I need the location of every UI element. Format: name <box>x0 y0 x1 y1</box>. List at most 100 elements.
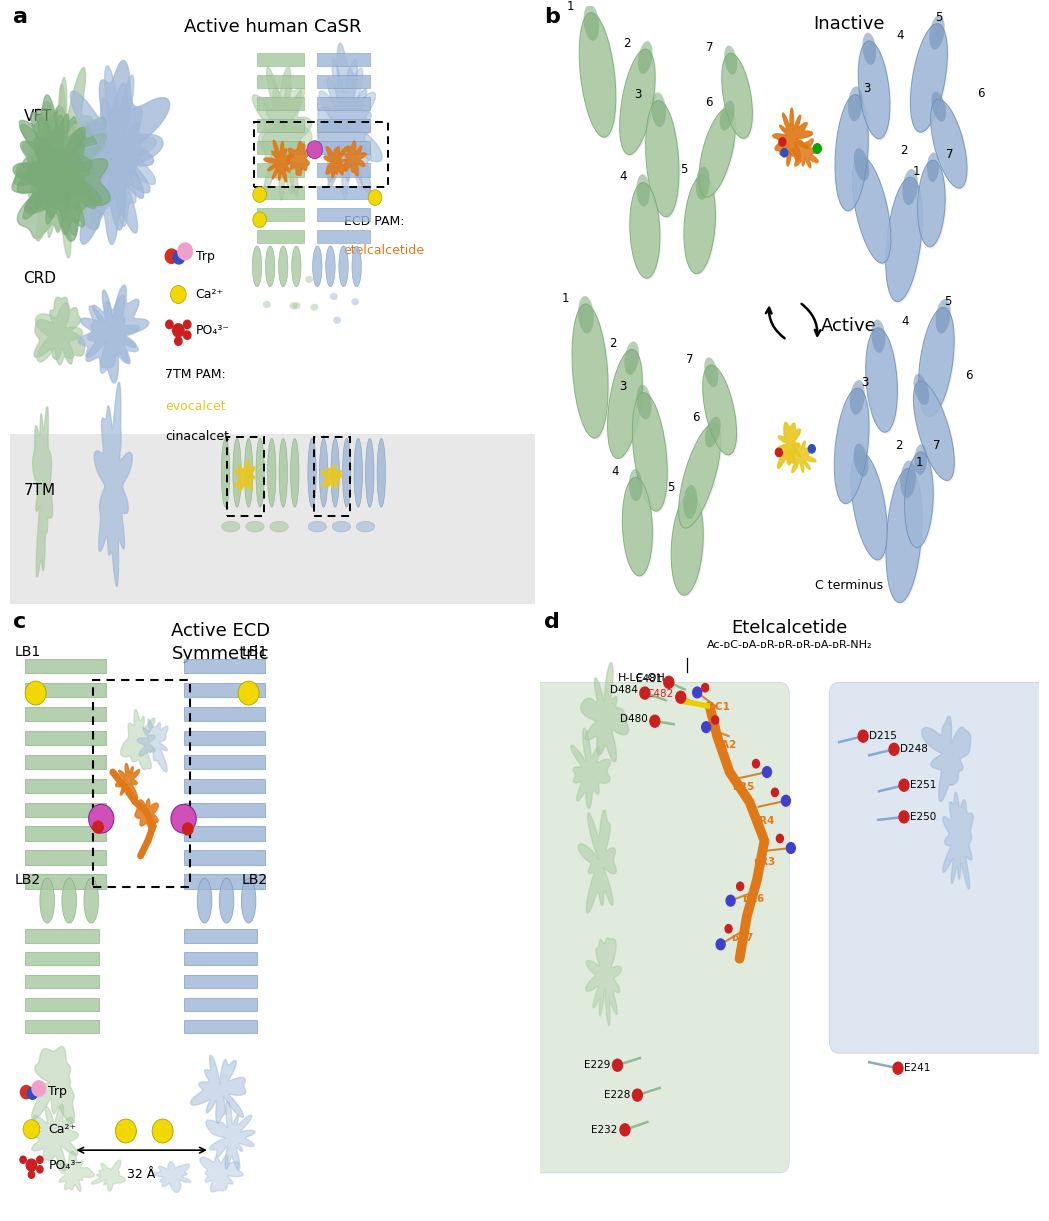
Text: 3: 3 <box>619 380 626 393</box>
Bar <box>317 230 369 243</box>
Text: 1: 1 <box>916 457 923 469</box>
Text: ᴅR3: ᴅR3 <box>753 857 775 867</box>
Ellipse shape <box>852 156 891 264</box>
Ellipse shape <box>912 26 949 134</box>
Text: 2: 2 <box>895 440 902 452</box>
Circle shape <box>780 149 788 156</box>
Ellipse shape <box>574 305 609 440</box>
Ellipse shape <box>290 303 298 309</box>
Bar <box>257 186 304 199</box>
Ellipse shape <box>351 245 361 287</box>
Polygon shape <box>787 441 816 473</box>
Polygon shape <box>775 422 800 469</box>
Circle shape <box>20 1156 26 1164</box>
Circle shape <box>184 331 191 339</box>
Bar <box>93 680 190 886</box>
Polygon shape <box>68 83 163 244</box>
Polygon shape <box>790 139 821 167</box>
Ellipse shape <box>836 96 870 212</box>
Bar <box>257 96 304 110</box>
Bar <box>25 952 99 966</box>
Bar <box>257 120 304 132</box>
Ellipse shape <box>885 177 922 302</box>
Circle shape <box>776 834 784 842</box>
Circle shape <box>633 1089 642 1101</box>
Text: Active human CaSR: Active human CaSR <box>184 18 362 37</box>
Circle shape <box>813 144 821 154</box>
Ellipse shape <box>637 175 650 206</box>
Circle shape <box>736 882 744 890</box>
Text: D248: D248 <box>900 745 928 755</box>
Ellipse shape <box>631 184 662 280</box>
Circle shape <box>782 795 790 806</box>
Ellipse shape <box>265 245 275 287</box>
Polygon shape <box>318 43 382 193</box>
Bar <box>255 122 388 187</box>
Ellipse shape <box>904 452 934 547</box>
Text: LB1: LB1 <box>241 646 267 659</box>
Bar <box>25 730 107 745</box>
Text: D215: D215 <box>869 731 897 741</box>
Polygon shape <box>121 709 155 769</box>
Ellipse shape <box>703 365 736 455</box>
Polygon shape <box>14 109 95 222</box>
Ellipse shape <box>651 93 666 127</box>
Bar <box>184 929 257 943</box>
Ellipse shape <box>918 160 945 247</box>
Text: Trp: Trp <box>48 1085 67 1098</box>
Bar <box>227 437 263 515</box>
Ellipse shape <box>313 245 322 287</box>
Polygon shape <box>58 1151 94 1192</box>
Polygon shape <box>13 137 110 242</box>
Circle shape <box>890 744 899 756</box>
Bar <box>314 437 350 515</box>
Text: evocalcet: evocalcet <box>166 400 226 414</box>
Text: cinacalcet: cinacalcet <box>166 430 230 443</box>
Ellipse shape <box>339 245 348 287</box>
Polygon shape <box>581 663 628 762</box>
Circle shape <box>33 1081 46 1096</box>
Circle shape <box>170 286 187 304</box>
Ellipse shape <box>241 878 256 923</box>
Ellipse shape <box>862 33 876 65</box>
Ellipse shape <box>720 100 734 131</box>
Text: 32 Å: 32 Å <box>127 1168 156 1181</box>
Polygon shape <box>191 1055 245 1123</box>
Text: 4: 4 <box>619 170 626 183</box>
Circle shape <box>779 138 786 147</box>
Ellipse shape <box>270 521 288 532</box>
Text: 3: 3 <box>861 376 869 388</box>
Polygon shape <box>200 1155 243 1192</box>
Ellipse shape <box>848 87 862 121</box>
Polygon shape <box>31 1104 79 1171</box>
Text: E250: E250 <box>909 812 936 822</box>
Bar <box>25 707 107 722</box>
Ellipse shape <box>279 438 287 507</box>
Polygon shape <box>28 77 95 258</box>
Circle shape <box>787 842 795 853</box>
Circle shape <box>166 249 178 264</box>
Circle shape <box>775 448 783 457</box>
Bar <box>317 120 369 132</box>
Polygon shape <box>206 1101 255 1170</box>
Ellipse shape <box>291 438 299 507</box>
Ellipse shape <box>914 381 955 481</box>
Text: Active ECD: Active ECD <box>171 623 270 641</box>
Ellipse shape <box>572 304 608 438</box>
Bar <box>184 974 257 988</box>
Text: C terminus: C terminus <box>815 580 883 592</box>
Ellipse shape <box>671 493 703 596</box>
Ellipse shape <box>722 54 752 138</box>
Ellipse shape <box>319 438 327 507</box>
Ellipse shape <box>325 245 336 287</box>
Bar <box>25 850 107 864</box>
Bar <box>184 802 264 817</box>
Text: CRD: CRD <box>23 271 57 286</box>
Ellipse shape <box>906 454 935 549</box>
Ellipse shape <box>683 485 698 519</box>
Circle shape <box>752 759 759 768</box>
Circle shape <box>858 730 869 742</box>
Text: d: d <box>544 612 560 631</box>
Circle shape <box>253 187 266 203</box>
Ellipse shape <box>263 300 271 308</box>
